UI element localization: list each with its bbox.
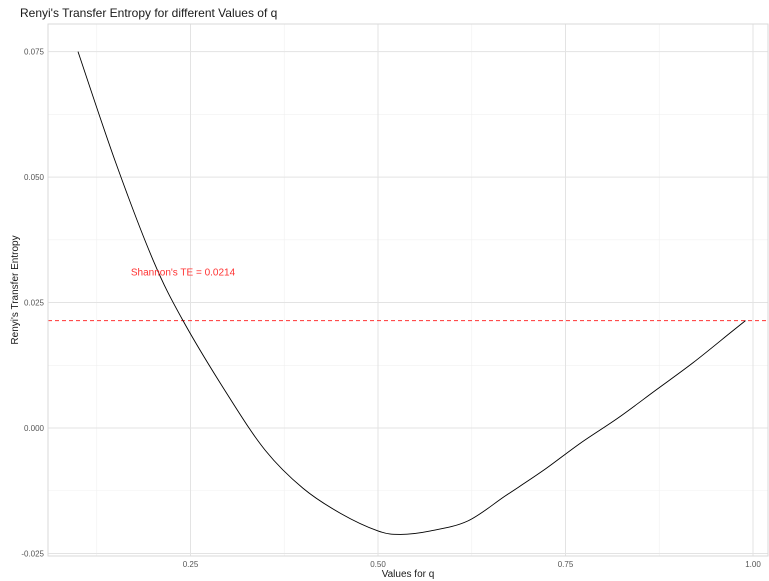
chart-title: Renyi's Transfer Entropy for different V… bbox=[20, 6, 278, 20]
y-tick-label: 0.075 bbox=[24, 48, 45, 57]
y-tick-label: 0.000 bbox=[24, 424, 45, 433]
y-tick-label: -0.025 bbox=[21, 549, 44, 558]
x-tick-label: 0.50 bbox=[370, 560, 386, 569]
x-tick-label: 0.75 bbox=[558, 560, 574, 569]
y-tick-label: 0.025 bbox=[24, 299, 45, 308]
panel-border bbox=[47, 23, 769, 557]
y-axis-title: Renyi's Transfer Entropy bbox=[10, 235, 21, 344]
minor-gridlines bbox=[48, 24, 768, 556]
series-line bbox=[77, 51, 746, 535]
shannon-annotation: Shannon's TE = 0.0214 bbox=[131, 267, 236, 278]
major-gridlines bbox=[48, 24, 768, 556]
x-axis-title: Values for q bbox=[382, 569, 435, 580]
x-tick-label: 1.00 bbox=[745, 560, 761, 569]
y-axis-ticks: -0.025 0.000 0.025 0.050 0.075 bbox=[21, 48, 44, 559]
panel-background bbox=[48, 24, 768, 556]
y-tick-label: 0.050 bbox=[24, 173, 45, 182]
x-tick-label: 0.25 bbox=[183, 560, 199, 569]
x-axis-ticks: 0.25 0.50 0.75 1.00 bbox=[183, 560, 762, 569]
